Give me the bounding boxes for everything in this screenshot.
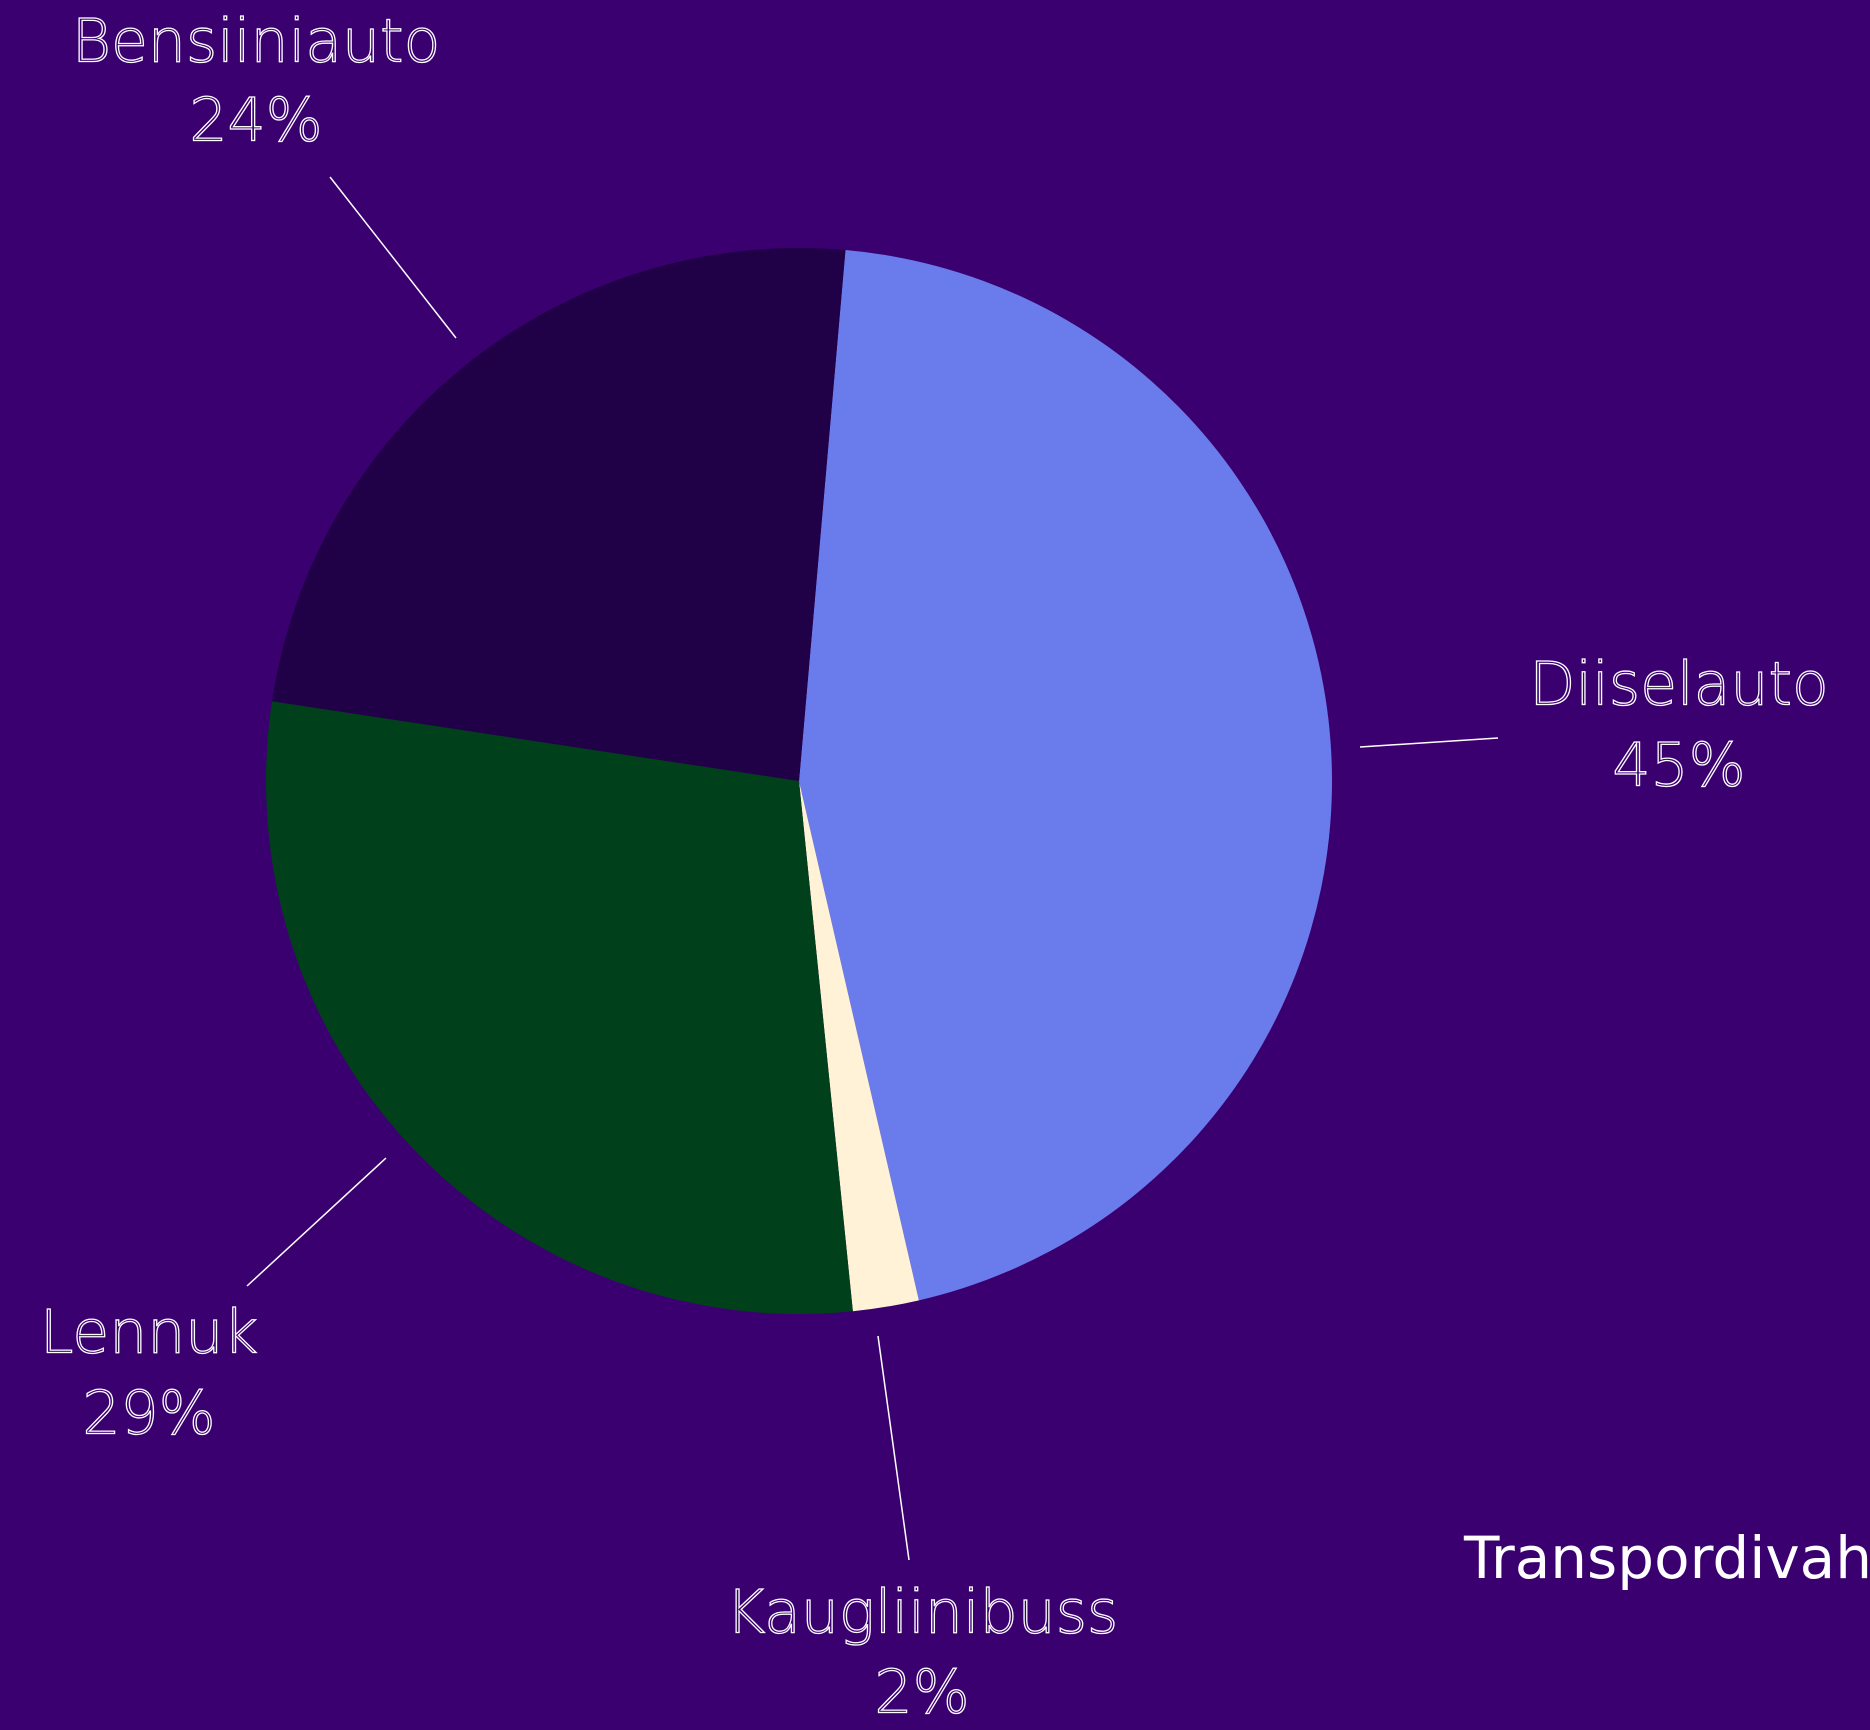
- leader-line: [246, 1157, 387, 1287]
- slice-value: 45%: [1612, 731, 1745, 801]
- chart-title: Transpordivah: [1463, 1524, 1870, 1592]
- leader-line: [1359, 737, 1499, 748]
- leader-line: [329, 176, 457, 339]
- slice-value: 29%: [82, 1379, 215, 1449]
- leader-line: [877, 1335, 910, 1561]
- pie-slice: [271, 247, 846, 781]
- slice-label: Kaugliinibuss: [726, 1578, 1118, 1648]
- pie-slice: [799, 250, 1332, 1301]
- pie-slice: [799, 781, 919, 1312]
- slice-value: 24%: [189, 86, 322, 156]
- pie-slice: [265, 701, 853, 1314]
- slice-value: 2%: [874, 1658, 969, 1728]
- slice-label: Lennuk: [40, 1298, 258, 1368]
- slice-label: Diiselauto: [1529, 650, 1828, 720]
- slice-label: Bensiiniauto: [72, 7, 441, 77]
